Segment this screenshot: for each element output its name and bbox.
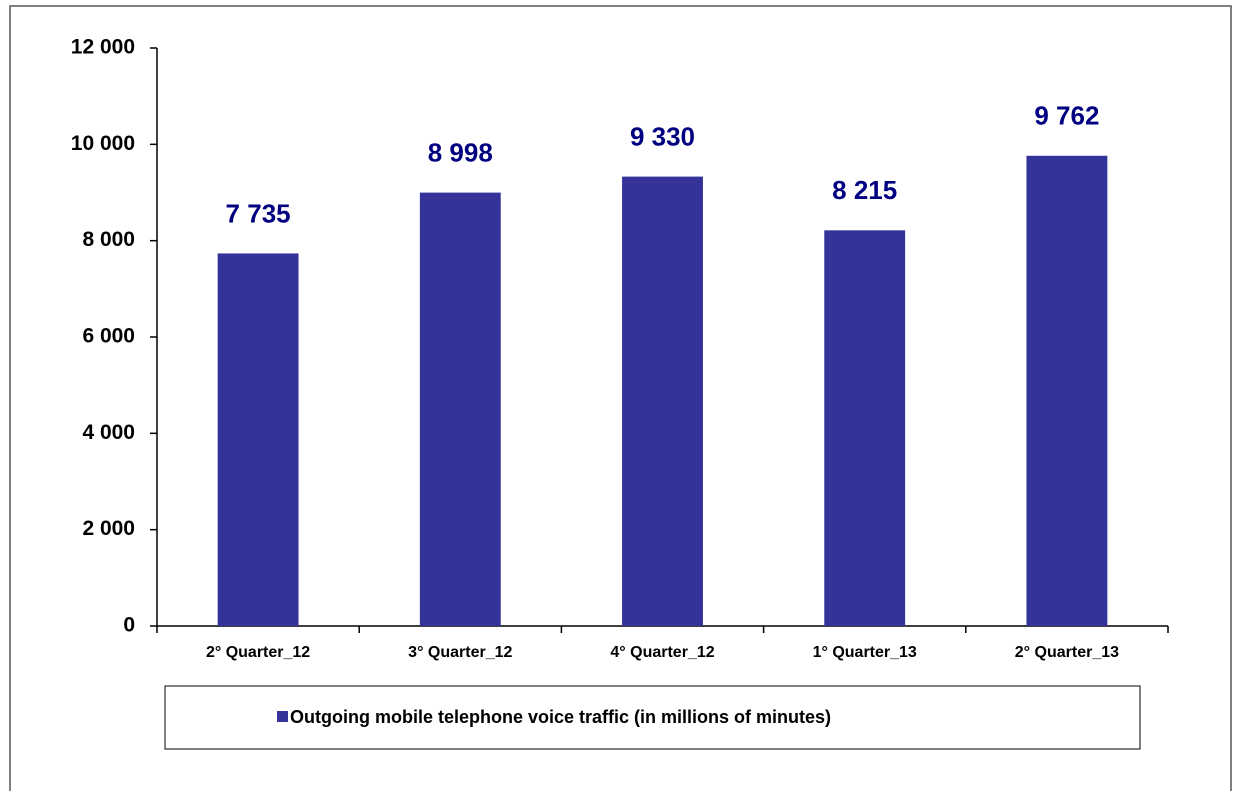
legend-label: Outgoing mobile telephone voice traffic …	[290, 707, 831, 727]
x-tick-label: 2° Quarter_13	[1015, 644, 1119, 661]
value-label: 8 215	[832, 175, 897, 205]
bar	[419, 192, 501, 627]
value-label: 9 762	[1034, 101, 1099, 131]
x-tick-label: 1° Quarter_13	[813, 644, 917, 661]
y-tick-label: 4 000	[82, 421, 135, 444]
bar	[1026, 155, 1108, 626]
x-tick-label: 2° Quarter_12	[206, 644, 310, 661]
y-tick-label: 2 000	[82, 517, 135, 540]
value-label: 8 998	[428, 137, 493, 167]
y-tick-label: 10 000	[71, 132, 135, 155]
y-tick-label: 6 000	[82, 325, 135, 348]
legend-swatch	[277, 711, 288, 722]
x-tick-label: 3° Quarter_12	[408, 644, 512, 661]
bar	[622, 176, 703, 627]
chart-frame	[9, 5, 1232, 791]
value-label: 7 735	[226, 198, 291, 228]
y-tick-label: 12 000	[71, 36, 135, 59]
legend-box	[164, 685, 1141, 750]
x-tick-label: 4° Quarter_12	[610, 644, 714, 661]
y-tick-label: 0	[123, 614, 135, 637]
y-tick-label: 8 000	[82, 228, 135, 251]
bar	[824, 230, 906, 626]
value-label: 9 330	[630, 121, 695, 151]
bar	[217, 253, 299, 626]
